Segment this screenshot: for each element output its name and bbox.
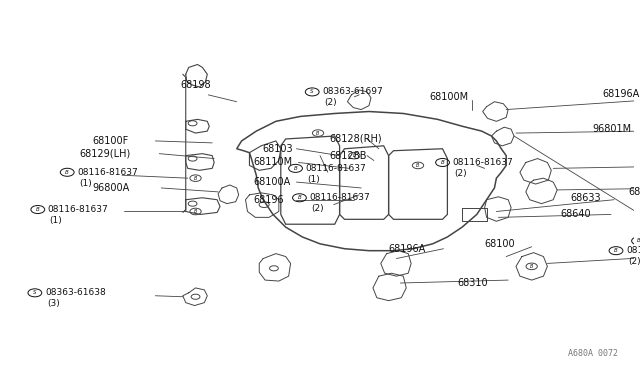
Text: B: B [416, 163, 420, 168]
Text: 68100M: 68100M [430, 92, 469, 102]
Text: (3): (3) [47, 299, 60, 308]
Text: 08116-81637: 08116-81637 [77, 168, 138, 177]
Text: B: B [530, 264, 533, 269]
Text: (1): (1) [307, 175, 320, 184]
Text: 68100A: 68100A [253, 177, 291, 187]
Text: 68196A: 68196A [602, 89, 639, 99]
Text: 68128B: 68128B [330, 151, 367, 161]
Text: 08116-81637: 08116-81637 [305, 164, 366, 173]
Text: S: S [33, 290, 36, 295]
Text: B: B [614, 248, 618, 253]
Text: (2): (2) [324, 98, 337, 108]
Text: B: B [294, 166, 298, 171]
Text: (2): (2) [312, 204, 324, 213]
Text: B: B [194, 176, 197, 181]
Text: 68412: 68412 [628, 187, 640, 197]
Text: S: S [310, 89, 314, 94]
Text: 68198: 68198 [181, 80, 211, 90]
Text: B: B [298, 195, 301, 200]
Text: 68100: 68100 [484, 239, 515, 249]
Text: 08116-81637: 08116-81637 [626, 246, 640, 255]
Text: 68103: 68103 [262, 144, 293, 154]
Text: 08116-81637: 08116-81637 [452, 158, 513, 167]
Text: A680A 0072: A680A 0072 [568, 349, 618, 358]
Text: 68100F: 68100F [93, 136, 129, 146]
Text: (1): (1) [50, 216, 63, 225]
Text: (1): (1) [79, 179, 92, 188]
Text: 08363-61697: 08363-61697 [322, 87, 383, 96]
Text: B: B [637, 238, 640, 243]
Text: 08116-81637: 08116-81637 [48, 205, 109, 214]
Text: 96800A: 96800A [93, 183, 130, 193]
Text: 68640: 68640 [560, 209, 591, 219]
Text: 68128(RH): 68128(RH) [330, 134, 383, 144]
Text: 08363-61638: 08363-61638 [45, 288, 106, 297]
Text: 96801M: 96801M [593, 124, 632, 134]
Text: 08116-81637: 08116-81637 [310, 193, 371, 202]
Text: B: B [36, 207, 40, 212]
Text: 68310: 68310 [457, 278, 488, 288]
Text: (2): (2) [628, 257, 640, 266]
Text: 68196: 68196 [253, 195, 284, 205]
Text: B: B [65, 170, 69, 175]
Text: 68129(LH): 68129(LH) [79, 149, 130, 159]
Text: B: B [316, 131, 320, 135]
Text: (2): (2) [454, 169, 467, 178]
Text: 68110M: 68110M [253, 157, 292, 167]
Text: B: B [194, 209, 197, 214]
Text: B: B [441, 160, 444, 165]
Text: B: B [353, 153, 356, 158]
Text: 68633: 68633 [570, 193, 600, 203]
Text: 68196A: 68196A [388, 244, 426, 254]
